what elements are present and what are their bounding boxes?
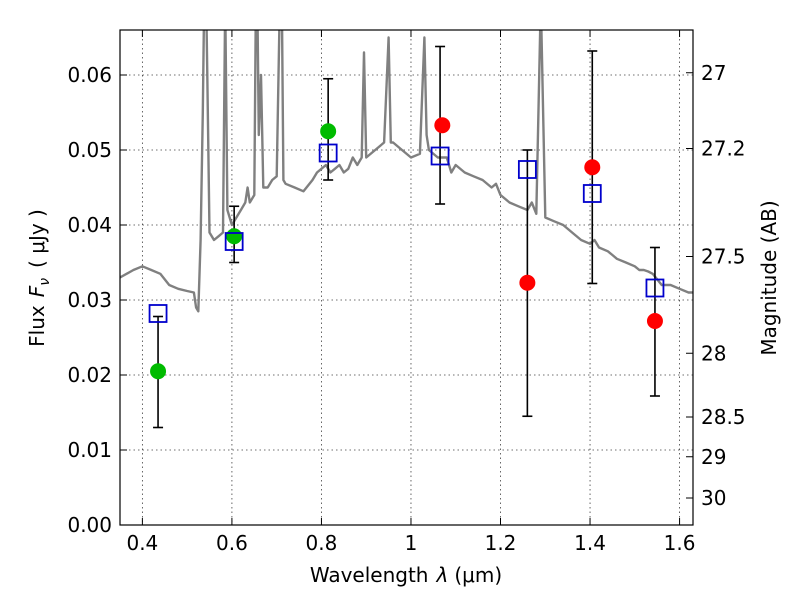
y-axis-title: FluxFν( μJy ) (25, 209, 53, 347)
x-tick-label: 1 (405, 531, 418, 555)
observed-point-square (645, 278, 665, 298)
x-tick-label: 1.4 (574, 531, 606, 555)
grid (120, 30, 693, 525)
x-tick-label: 1.6 (664, 531, 696, 555)
x-tick-label: 0.6 (216, 531, 248, 555)
observed-point-square (517, 160, 537, 179)
plot-data (120, 30, 693, 429)
y-tick-label: 0.00 (67, 513, 112, 537)
y2-tick-label: 27 (701, 61, 726, 85)
observed-point-square (148, 304, 168, 323)
axis-ticks: 0.4 0.6 0.8 1 1.2 1.4 1.6 0.00 0.01 0.02 0.03 0.04 0… (67, 30, 746, 555)
observed-point-square (430, 146, 450, 166)
y-tick-label: 0.05 (67, 138, 112, 162)
red-point (584, 159, 601, 176)
green-point (320, 123, 337, 140)
y2-tick-label: 30 (701, 486, 726, 510)
x-tick-label: 1.2 (485, 531, 517, 555)
y-tick-label: 0.04 (67, 213, 112, 237)
y-tick-label: 0.06 (67, 63, 112, 87)
x-tick-label: 0.4 (126, 531, 158, 555)
red-point (519, 274, 536, 291)
y2-tick-label: 27.5 (701, 245, 746, 269)
model-sed-line (120, 30, 693, 313)
y-tick-label: 0.03 (67, 288, 112, 312)
y2-tick-label: 29 (701, 445, 726, 469)
green-point (226, 228, 243, 245)
y-tick-label: 0.01 (67, 438, 112, 462)
observed-point-square (582, 184, 602, 203)
green-point (150, 363, 167, 380)
red-point (646, 313, 663, 329)
y2-tick-label: 28 (701, 341, 726, 365)
observed-point-square (224, 232, 244, 251)
red-point (434, 117, 451, 134)
x-tick-label: 0.8 (306, 531, 338, 555)
y2-tick-label: 28.5 (701, 405, 746, 429)
plot-frame (119, 29, 694, 526)
observed-point-square (318, 143, 338, 163)
y-tick-label: 0.02 (67, 363, 112, 387)
y2-axis-title: Magnitude (AB) (757, 200, 781, 355)
x-axis-title: Wavelength λ (μm) (310, 563, 502, 587)
y2-tick-label: 27.2 (701, 137, 746, 161)
